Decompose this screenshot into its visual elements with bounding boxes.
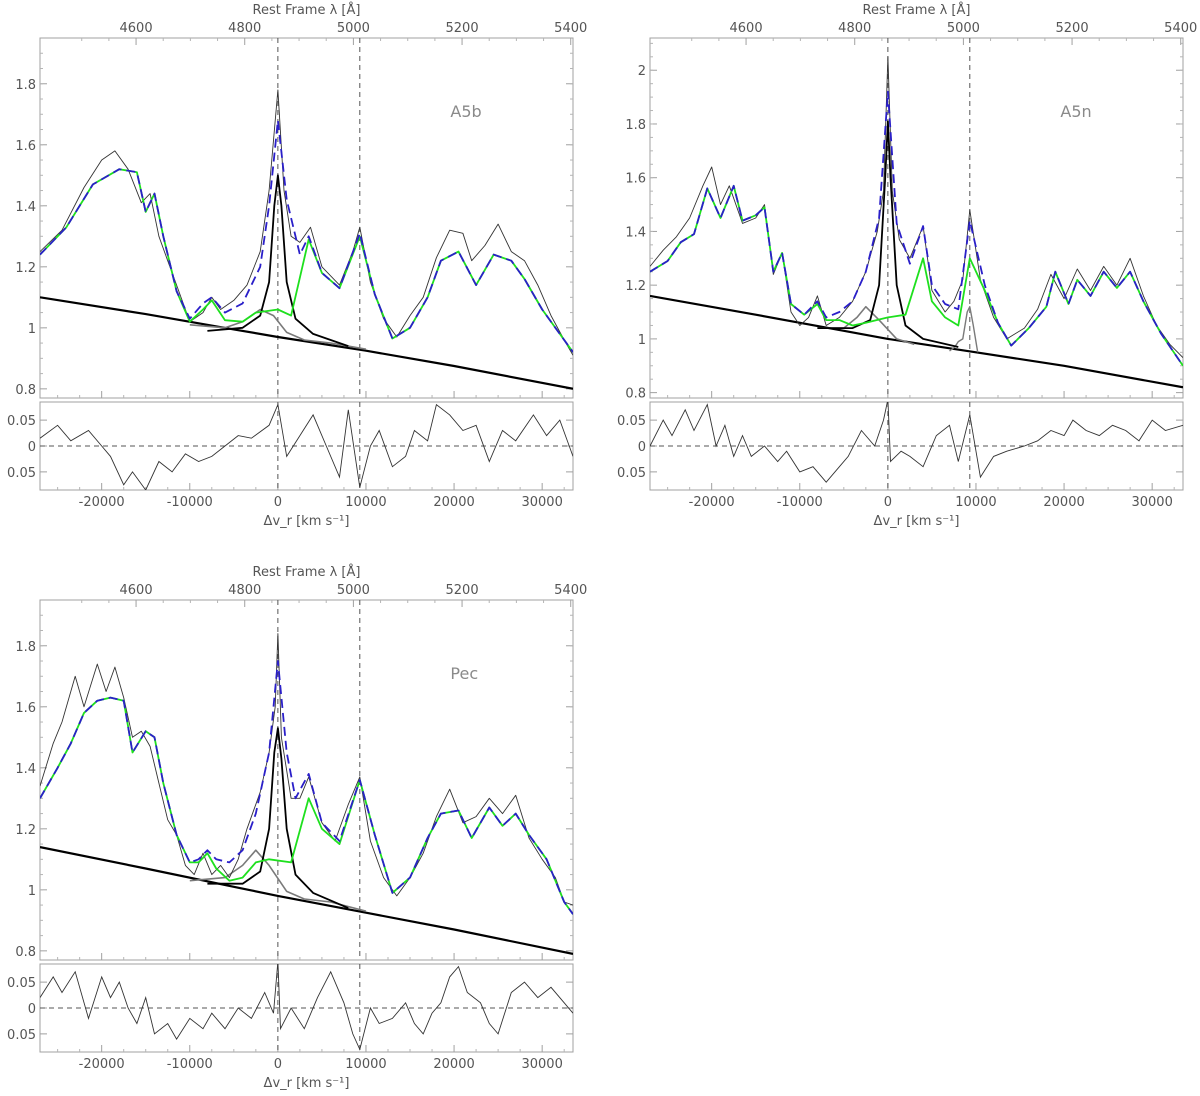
main-plot-frame (39, 37, 574, 399)
velocity-tick-label: 30000 (1131, 495, 1172, 510)
wavelength-tick-label: 5000 (337, 21, 370, 36)
wavelength-tick-label: 4600 (730, 21, 763, 36)
velocity-tick-label: 10000 (955, 495, 996, 510)
velocity-tick-label: -10000 (167, 495, 213, 510)
residual-tick-label: 0.05 (7, 1028, 36, 1043)
flux-tick-label: 1 (28, 322, 36, 337)
velocity-tick-label: 10000 (345, 495, 386, 510)
wavelength-tick-label: 4800 (228, 583, 261, 598)
wavelength-tick-label: 4800 (228, 21, 261, 36)
series-hbeta-blue (189, 308, 367, 350)
flux-tick-label: 1.2 (625, 279, 646, 294)
velocity-tick-label: -20000 (79, 1057, 125, 1072)
flux-tick-label: 1 (638, 333, 646, 348)
wavelength-tick-label: 5400 (554, 21, 587, 36)
residual-tick-label: 0.05 (617, 466, 646, 481)
wavelength-tick-label: 5000 (947, 21, 980, 36)
series-hbeta-narrow (207, 174, 349, 347)
series-continuum (40, 846, 573, 955)
wavelength-tick-label: 4600 (120, 583, 153, 598)
series-total-fit (650, 90, 1183, 367)
velocity-tick-label: -10000 (167, 1057, 213, 1072)
main-plot-frame (39, 599, 574, 961)
top-axis-title: Rest Frame λ [Å] (253, 564, 361, 580)
wavelength-tick-label: 5200 (446, 583, 479, 598)
bottom-axis-title: Δv_r [km s⁻¹] (264, 1076, 350, 1091)
series-feii-template (40, 696, 573, 915)
top-axis-title: Rest Frame λ [Å] (863, 2, 971, 18)
wavelength-tick-label: 5400 (554, 583, 587, 598)
flux-tick-label: 0.8 (15, 945, 36, 960)
residual-tick-label: 0.05 (617, 414, 646, 429)
series-residual (40, 964, 573, 1051)
panel-pec: -20000 -10000 0 10000 20000 30000 4600 4800 5000… (7, 564, 587, 1091)
wavelength-tick-label: 4600 (120, 21, 153, 36)
flux-tick-label: 1.4 (15, 200, 36, 215)
bottom-axis-title: Δv_r [km s⁻¹] (264, 514, 350, 529)
velocity-tick-label: 0 (274, 1057, 282, 1072)
flux-tick-label: 1.4 (625, 225, 646, 240)
flux-tick-label: 1.8 (15, 78, 36, 93)
flux-tick-label: 1 (28, 884, 36, 899)
velocity-tick-label: -10000 (777, 495, 823, 510)
panel-a5n: -20000 -10000 0 10000 20000 30000 4600 4800 5000… (617, 2, 1197, 529)
residual-tick-label: 0.05 (7, 976, 36, 991)
series-feii-template (650, 184, 1183, 367)
series-observed (40, 89, 573, 356)
velocity-tick-label: 20000 (433, 495, 474, 510)
series-hbeta-blue (817, 305, 915, 346)
flux-tick-label: 1.8 (625, 118, 646, 133)
wavelength-tick-label: 4800 (838, 21, 871, 36)
panel-label: Pec (450, 664, 478, 683)
residual-tick-label: 0.05 (7, 414, 36, 429)
series-total-fit (40, 119, 573, 353)
wavelength-tick-label: 5200 (1056, 21, 1089, 36)
flux-tick-label: 1.6 (15, 701, 36, 716)
panel-label: A5b (450, 102, 481, 121)
flux-tick-label: 0.8 (15, 383, 36, 398)
wavelength-tick-label: 5000 (337, 583, 370, 598)
series-residual (650, 402, 1183, 483)
velocity-tick-label: 20000 (433, 1057, 474, 1072)
velocity-tick-label: 10000 (345, 1057, 386, 1072)
flux-tick-label: 2 (638, 64, 646, 79)
velocity-tick-label: 30000 (521, 1057, 562, 1072)
flux-tick-label: 1.2 (15, 261, 36, 276)
flux-tick-label: 1.6 (15, 139, 36, 154)
series-hbeta-narrow (207, 727, 349, 909)
residual-tick-label: 0 (638, 440, 646, 455)
velocity-tick-label: -20000 (689, 495, 735, 510)
velocity-tick-label: 0 (884, 495, 892, 510)
residual-tick-label: 0 (28, 440, 36, 455)
top-axis-title: Rest Frame λ [Å] (253, 2, 361, 18)
velocity-tick-label: -20000 (79, 495, 125, 510)
residual-tick-label: 0 (28, 1002, 36, 1017)
series-observed (650, 56, 1183, 359)
series-continuum (650, 294, 1183, 389)
series-continuum (40, 296, 573, 390)
bottom-axis-title: Δv_r [km s⁻¹] (874, 514, 960, 529)
panel-label: A5n (1060, 102, 1091, 121)
residual-tick-label: 0.05 (7, 466, 36, 481)
series-total-fit (40, 660, 573, 915)
velocity-tick-label: 0 (274, 495, 282, 510)
flux-tick-label: 1.2 (15, 823, 36, 838)
panel-a5b: -20000 -10000 0 10000 20000 30000 4600 4800 5000… (7, 2, 587, 529)
wavelength-tick-label: 5400 (1164, 21, 1197, 36)
flux-tick-label: 1.4 (15, 762, 36, 777)
velocity-tick-label: 30000 (521, 495, 562, 510)
velocity-tick-label: 20000 (1043, 495, 1084, 510)
series-feii-template (40, 168, 573, 353)
flux-tick-label: 1.8 (15, 640, 36, 655)
series-residual (40, 403, 573, 490)
flux-tick-label: 0.8 (625, 387, 646, 402)
flux-tick-label: 1.6 (625, 172, 646, 187)
wavelength-tick-label: 5200 (446, 21, 479, 36)
